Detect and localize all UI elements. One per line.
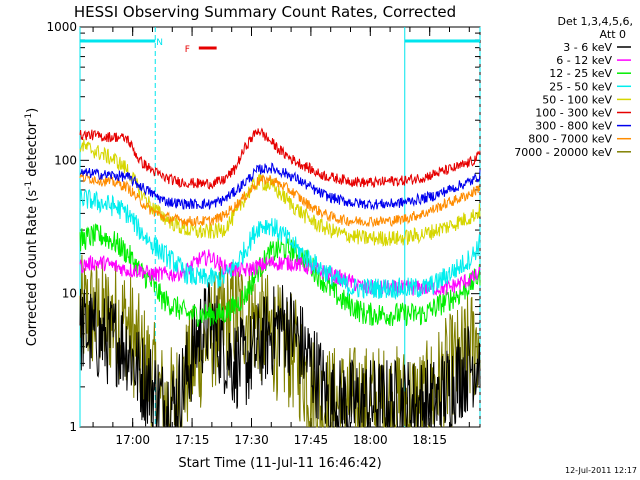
legend-label: 25 - 50 keV	[549, 80, 612, 93]
series-line	[79, 282, 481, 428]
x-tick-label: 17:15	[175, 433, 210, 447]
flag-label: F	[185, 45, 190, 55]
legend-label: 12 - 25 keV	[549, 67, 612, 80]
legend-header-line2: Att 0	[600, 28, 626, 41]
y-label-exp2: -1	[24, 113, 34, 122]
x-tick-label: 18:15	[412, 433, 447, 447]
legend-label: 100 - 300 keV	[535, 107, 612, 120]
chart-title: HESSI Observing Summary Count Rates, Cor…	[74, 3, 456, 21]
x-tick-label: 17:00	[115, 433, 150, 447]
series-line	[79, 172, 481, 228]
y-tick-label: 10	[62, 287, 77, 301]
series-line	[79, 127, 481, 190]
legend-label: 800 - 7000 keV	[528, 133, 612, 146]
series-line	[79, 162, 481, 211]
y-tick-label: 1	[69, 420, 77, 434]
x-tick-label: 17:30	[234, 433, 269, 447]
series-layer	[79, 127, 481, 428]
y-label-part2: detector	[25, 121, 40, 181]
x-tick-label: 17:45	[294, 433, 329, 447]
y-axis-label: Corrected Count Rate (s-1 detector-1)	[24, 108, 40, 346]
legend-label: 50 - 100 keV	[542, 93, 612, 106]
y-label-part1: Corrected Count Rate (s	[25, 190, 40, 347]
y-tick-label: 100	[54, 153, 77, 167]
flags: NF	[79, 27, 481, 427]
legend-header-line1: Det 1,3,4,5,6,	[557, 15, 633, 28]
series-line	[79, 223, 481, 327]
legend-label: 3 - 6 keV	[563, 41, 612, 54]
y-label-exp1: -1	[24, 181, 34, 190]
legend-label: 300 - 800 keV	[535, 120, 612, 133]
y-label-part3: )	[25, 108, 40, 113]
legend-label: 7000 - 20000 keV	[514, 146, 612, 159]
y-tick-label: 1000	[46, 20, 77, 34]
series-line	[79, 188, 481, 301]
legend-label: 6 - 12 keV	[556, 54, 612, 67]
x-axis-label: Start Time (11-Jul-11 16:46:42)	[178, 456, 381, 471]
x-tick-label: 18:00	[353, 433, 388, 447]
flag-label: N	[156, 38, 163, 48]
series-line	[79, 249, 481, 297]
footer-date: 12-Jul-2011 12:17	[565, 466, 637, 475]
